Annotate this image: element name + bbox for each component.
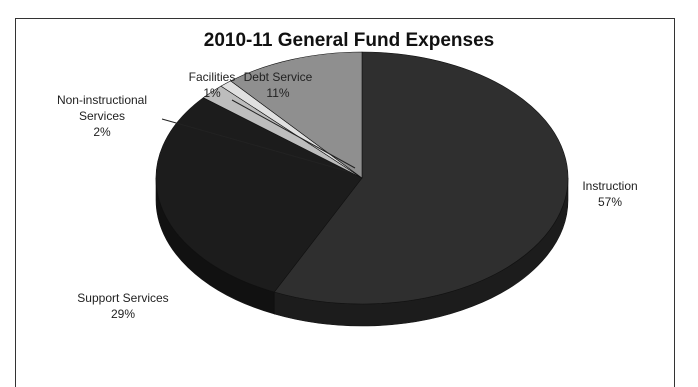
label-non-instructional-services: Non-instructional Services 2% [57, 93, 147, 139]
label-instruction: Instruction 57% [582, 179, 637, 209]
label-support-services: Support Services 29% [77, 291, 168, 321]
